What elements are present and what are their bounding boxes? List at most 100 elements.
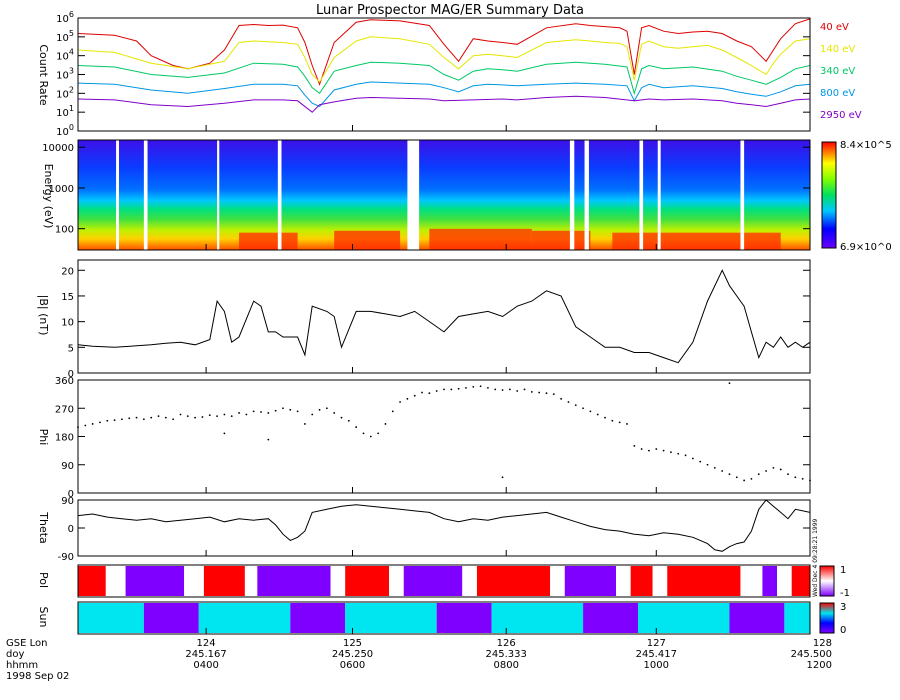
phi-point [99, 421, 101, 424]
phi-point [655, 448, 658, 450]
time-label-gse-lon: 128 [813, 638, 832, 649]
phi-point [289, 408, 292, 411]
polarity-segment [184, 566, 204, 596]
phi-point [84, 424, 87, 427]
phi-point [208, 414, 211, 417]
field-magnitude-ytick-label: 20 [61, 266, 74, 277]
phi-point [267, 412, 270, 414]
count-rate-ytick-label: 100 [56, 123, 74, 138]
phi-point [582, 407, 584, 410]
phi-point [121, 418, 123, 421]
phi-point [765, 470, 767, 472]
field-magnitude-frame [77, 259, 811, 374]
polarity-colorbar-top: 1 [840, 565, 846, 576]
phi-point [626, 423, 628, 425]
sun-panel: Sun 3 0 [37, 601, 846, 636]
phi-point [252, 410, 255, 413]
phi-point [787, 473, 789, 476]
field-magnitude-ylabel: |B| (nT) [37, 295, 50, 336]
phi-point [472, 386, 475, 388]
phi-ytick-label: 90 [61, 461, 74, 472]
phi-point [772, 466, 775, 469]
colorbar-min-label: 6.9×10^0 [840, 242, 892, 253]
count-rate-series-line [77, 95, 811, 113]
sun-colorbar-top: 3 [840, 602, 846, 613]
phi-point [164, 416, 167, 419]
phi-ytick-label: 0 [68, 489, 74, 500]
phi-point [435, 390, 438, 392]
legend-entry: 2950 eV [820, 110, 862, 121]
polarity-segment [105, 566, 126, 596]
spectrogram-burst [334, 230, 401, 250]
polarity-segment [777, 566, 792, 596]
polarity-segment [476, 566, 551, 596]
phi-panel: Phi 0 90 180 270 360 [37, 376, 811, 500]
phi-point [296, 410, 299, 413]
row-label-hhmm: hhmm [6, 660, 38, 671]
phi-point [194, 416, 197, 419]
phi-point [684, 454, 687, 457]
field-magnitude-series-line [77, 269, 811, 364]
phi-point [128, 417, 131, 420]
phi-point [223, 432, 226, 435]
phi-point [142, 418, 145, 421]
count-rate-series-line [77, 36, 811, 83]
sun-segment [198, 603, 291, 633]
phi-point [574, 404, 577, 407]
legend-entry: 340 eV [820, 66, 855, 77]
time-label-doy: 245.500 [791, 649, 832, 660]
phi-point [450, 388, 453, 391]
time-label-hhmm: 1000 [644, 660, 669, 671]
count-rate-ytick-label: 102 [56, 85, 74, 100]
energy-spectrogram-ytick-label: 100 [55, 225, 74, 236]
field-magnitude-ytick-label: 5 [68, 343, 74, 354]
phi-point [757, 473, 760, 476]
phi-point [552, 393, 555, 396]
time-label-doy: 245.167 [185, 649, 226, 660]
polarity-colorbar [819, 565, 835, 597]
sun-segment [143, 603, 199, 633]
phi-point [260, 411, 262, 413]
polarity-segment [667, 566, 741, 596]
phi-point [691, 457, 694, 460]
phi-point [106, 419, 109, 422]
phi-point [538, 391, 541, 394]
phi-point [333, 412, 336, 414]
count-rate-series-line [77, 81, 811, 108]
spectrogram-gap [657, 140, 661, 250]
count-rate-series-line [77, 61, 811, 96]
phi-ytick-label: 360 [55, 376, 74, 387]
phi-point [428, 392, 431, 395]
polarity-segment [203, 566, 245, 596]
polarity-segment [791, 566, 810, 596]
phi-point [589, 410, 592, 413]
phi-point [223, 413, 226, 416]
polarity-colorbar-bottom: -1 [840, 588, 850, 599]
phi-point [670, 451, 672, 454]
polarity-segment [330, 566, 346, 596]
phi-point [721, 470, 724, 472]
phi-point [267, 438, 270, 441]
count-rate-panel: Count Rate 40 eV 140 eV 340 eV 800 eV 2950 e… [37, 10, 862, 138]
field-magnitude-ytick-label: 0 [68, 369, 74, 380]
phi-point [706, 463, 709, 466]
phi-point [238, 412, 240, 414]
phi-point [421, 391, 423, 394]
spectrogram-gap [143, 140, 148, 250]
phi-point [501, 476, 504, 479]
count-rate-ytick-label: 104 [56, 48, 74, 63]
theta-ytick-label: 90 [61, 496, 74, 507]
energy-spectrogram-ytick-label: 10000 [42, 143, 74, 154]
count-rate-ytick-label: 106 [56, 10, 74, 25]
row-label-date: 1998 Sep 02 [6, 671, 69, 682]
time-label-doy: 245.250 [332, 649, 373, 660]
time-label-hhmm: 1200 [807, 660, 832, 671]
phi-point [311, 413, 314, 416]
time-label-hhmm: 0400 [193, 660, 218, 671]
phi-point [560, 397, 563, 400]
theta-ytick-label: 0 [68, 524, 74, 535]
time-label-gse-lon: 124 [197, 638, 216, 649]
phi-point [640, 448, 643, 450]
count-rate-series-line [77, 18, 811, 86]
phi-point [523, 388, 526, 391]
